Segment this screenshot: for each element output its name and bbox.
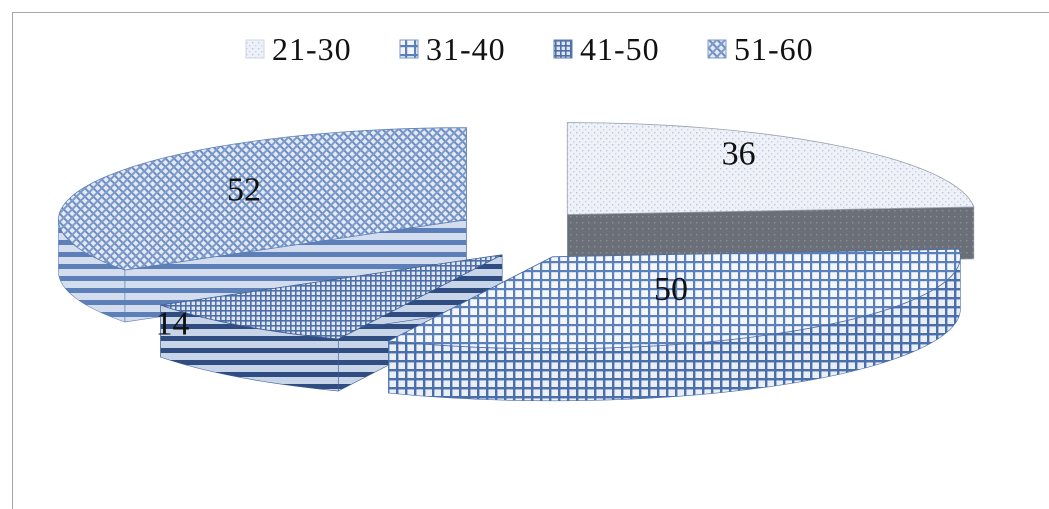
data-label-51-60: 52 [227,172,261,209]
pie-slice-51-60 [58,127,467,323]
legend-item-41-50: 41-50 [553,31,660,67]
data-label-41-50: 14 [156,306,190,343]
legend-swatch-21-30 [245,39,265,59]
legend-label-41-50: 41-50 [580,31,660,67]
pie-slice-31-40 [387,248,961,402]
pie-slice-top-21-30 [566,122,975,215]
pie-slice-41-50 [160,254,503,392]
legend-label-51-60: 51-60 [734,31,814,67]
legend-swatch-31-40 [399,39,419,59]
data-label-31-40: 50 [654,271,688,308]
pie-slice-top-51-60 [58,127,467,271]
pie-slice-21-30 [566,122,975,267]
legend-label-31-40: 31-40 [426,31,506,67]
legend-swatch-41-50 [553,39,573,59]
pie-slice-top-41-50 [160,254,503,340]
chart-legend: 21-30 31-40 41-50 51-60 [245,31,814,67]
legend-item-31-40: 31-40 [399,31,506,67]
legend-item-51-60: 51-60 [707,31,814,67]
legend-label-21-30: 21-30 [272,31,352,67]
pie-slice-top-31-40 [387,248,961,350]
legend-item-21-30: 21-30 [245,31,352,67]
legend-swatch-51-60 [707,39,727,59]
data-label-21-30: 36 [722,136,756,173]
